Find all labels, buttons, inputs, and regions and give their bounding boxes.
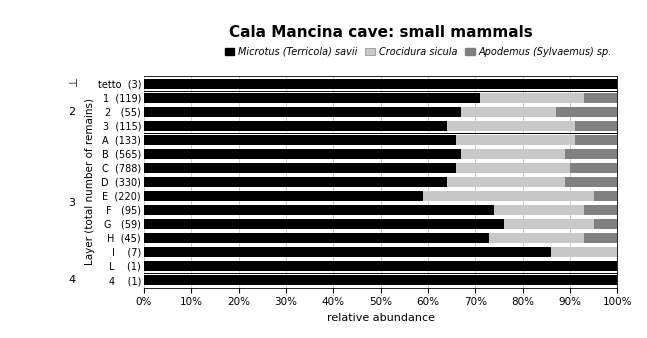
Bar (570, 163, 617, 173)
Bar (575, 135, 617, 145)
Bar (456, 163, 570, 173)
Bar (584, 233, 617, 243)
Bar (480, 93, 584, 103)
Bar (144, 191, 423, 201)
Legend: Microtus (Terricola) savii, Crocidura sicula, Apodemus (Sylvaemus) sp.: Microtus (Terricola) savii, Crocidura si… (221, 43, 616, 61)
Bar (144, 261, 617, 271)
Y-axis label: Layer (total number of remains): Layer (total number of remains) (85, 98, 95, 265)
Title: Cala Mancina cave: small mammals: Cala Mancina cave: small mammals (228, 25, 532, 40)
Bar (447, 121, 575, 131)
Bar (489, 233, 584, 243)
Bar (565, 149, 617, 159)
Text: 3: 3 (68, 198, 75, 208)
Bar (144, 149, 461, 159)
Bar (494, 205, 584, 215)
Bar (144, 135, 456, 145)
Bar (144, 219, 503, 229)
Bar (575, 121, 617, 131)
Text: ⊣: ⊣ (67, 79, 76, 89)
Bar (556, 107, 617, 117)
Bar (144, 205, 494, 215)
Bar (503, 219, 593, 229)
Bar (144, 79, 617, 89)
Bar (584, 93, 617, 103)
Bar (144, 275, 617, 285)
Bar (565, 177, 617, 187)
Bar (144, 247, 551, 257)
Bar (584, 205, 617, 215)
Text: 2: 2 (68, 107, 75, 117)
Bar (461, 107, 556, 117)
Text: 4: 4 (68, 275, 75, 285)
Bar (461, 149, 565, 159)
X-axis label: relative abundance: relative abundance (327, 313, 435, 323)
Bar (144, 233, 489, 243)
Bar (144, 93, 480, 103)
Bar (447, 177, 565, 187)
Bar (144, 163, 456, 173)
Bar (551, 247, 617, 257)
Bar (144, 121, 447, 131)
Bar (593, 191, 617, 201)
Bar (144, 107, 461, 117)
Bar (423, 191, 593, 201)
Bar (144, 177, 447, 187)
Bar (593, 219, 617, 229)
Bar (456, 135, 575, 145)
